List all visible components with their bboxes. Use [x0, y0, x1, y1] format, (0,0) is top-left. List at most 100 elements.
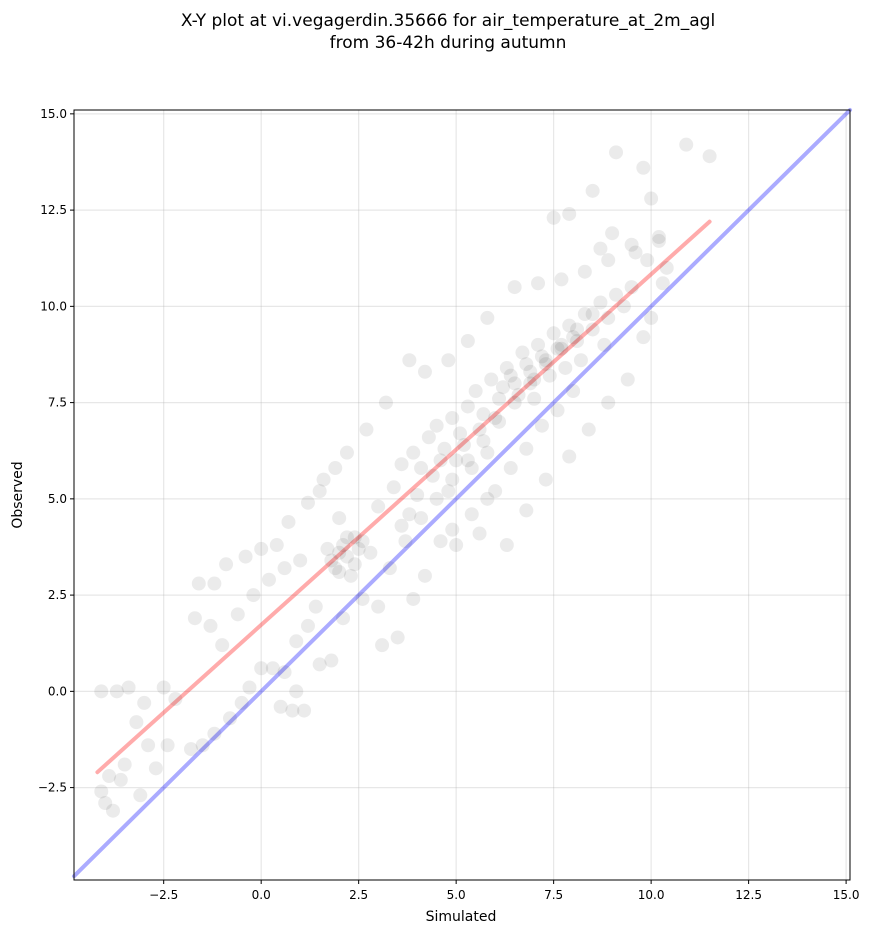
data-point [425, 468, 440, 483]
x-tick-label: 5.0 [447, 888, 466, 902]
data-point [566, 330, 581, 345]
data-point [585, 307, 600, 322]
data-point [503, 368, 518, 383]
y-tick-label: 2.5 [48, 588, 67, 602]
y-tick-label: 15.0 [40, 107, 67, 121]
identity-line [72, 108, 852, 879]
data-point [644, 310, 659, 325]
data-point [191, 576, 206, 591]
data-point [293, 553, 308, 568]
data-point [651, 233, 666, 248]
data-point [230, 607, 245, 622]
data-point [359, 422, 374, 437]
data-point [460, 453, 475, 468]
data-point [371, 499, 386, 514]
data-point [534, 418, 549, 433]
data-point [495, 380, 510, 395]
data-point [121, 680, 136, 695]
data-point [273, 699, 288, 714]
data-point [242, 680, 257, 695]
data-point [332, 545, 347, 560]
data-point [488, 484, 503, 499]
data-point [382, 561, 397, 576]
data-point [464, 461, 479, 476]
data-point [394, 518, 409, 533]
data-point [94, 784, 109, 799]
data-point [254, 661, 269, 676]
data-point [281, 514, 296, 529]
y-tick-label: 7.5 [48, 396, 67, 410]
data-point [460, 334, 475, 348]
data-point [480, 310, 495, 325]
data-point [460, 399, 475, 414]
data-point [406, 591, 421, 606]
data-point [534, 349, 549, 364]
y-axis-label: Observed [10, 461, 26, 528]
data-point [433, 453, 448, 468]
data-point [351, 541, 366, 556]
data-point [538, 472, 553, 487]
y-tick-label: 0.0 [48, 684, 67, 698]
axis-ticks: −2.5 0.0 2.5 5.0 7.5 10.0 12.5 15.0 −2.5 0.0 2.5 5.… [38, 107, 860, 902]
data-point [207, 576, 222, 591]
data-point [312, 657, 327, 672]
data-point [702, 149, 717, 164]
data-point [347, 557, 362, 572]
data-point [593, 241, 608, 256]
data-point [410, 488, 425, 502]
data-point [570, 322, 585, 337]
data-point [492, 391, 507, 406]
data-point [624, 280, 639, 295]
x-tick-label: 15.0 [833, 888, 860, 902]
data-point [183, 742, 198, 757]
data-point [187, 611, 202, 626]
data-point [562, 206, 577, 221]
x-tick-label: 0.0 [252, 888, 271, 902]
regression-line [95, 219, 712, 775]
data-point [414, 511, 429, 526]
data-point [659, 260, 674, 275]
data-point [546, 326, 561, 341]
data-point [129, 715, 144, 730]
data-point [246, 588, 261, 603]
x-tick-label: 12.5 [735, 888, 762, 902]
data-point [601, 253, 616, 268]
chart-title: X-Y plot at vi.vegagerdin.35666 for air_… [181, 11, 715, 31]
data-point [468, 384, 483, 399]
data-point [300, 618, 315, 633]
data-point [320, 541, 335, 556]
data-point [609, 287, 624, 302]
data-point [550, 403, 565, 418]
data-point [519, 357, 534, 372]
data-point [109, 684, 124, 699]
data-point [554, 272, 569, 287]
data-point [285, 703, 300, 718]
data-point [538, 353, 553, 368]
data-point [550, 341, 565, 356]
data-point [445, 472, 460, 487]
data-point [480, 445, 495, 460]
data-point [472, 422, 487, 437]
x-tick-label: 2.5 [349, 888, 368, 902]
data-point [238, 549, 253, 564]
data-point [636, 330, 651, 345]
data-point [566, 384, 581, 399]
data-point [573, 353, 588, 368]
data-point [577, 264, 592, 279]
data-point [488, 411, 503, 425]
data-point [527, 372, 542, 387]
data-point [449, 453, 464, 468]
data-point [398, 534, 413, 549]
y-tick-label: 5.0 [48, 492, 67, 506]
data-point [456, 437, 471, 452]
data-point [531, 337, 546, 352]
data-point [203, 618, 218, 633]
data-point [414, 461, 429, 476]
data-point [394, 457, 409, 472]
data-point [503, 461, 518, 476]
data-point [312, 484, 327, 499]
data-point [94, 684, 109, 699]
data-point [102, 769, 117, 784]
data-point [207, 726, 222, 741]
